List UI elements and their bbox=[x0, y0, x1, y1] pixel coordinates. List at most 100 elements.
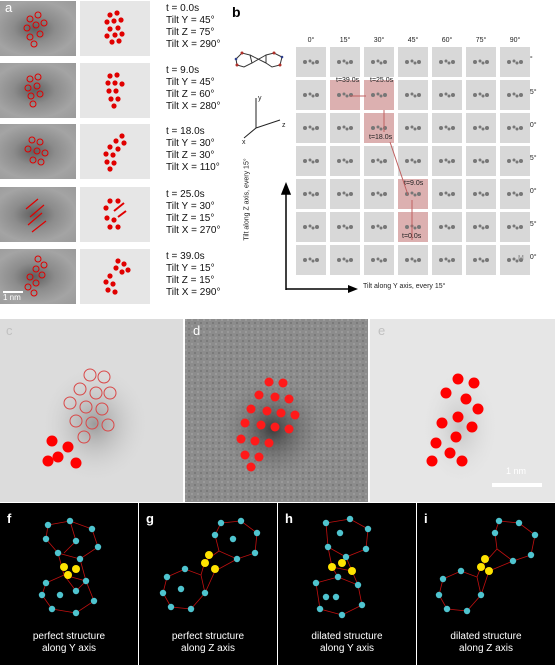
tilt-tile bbox=[330, 179, 360, 209]
tilt-tile bbox=[500, 113, 530, 143]
tilt-tile bbox=[500, 80, 530, 110]
tile-molecule bbox=[473, 224, 489, 230]
tile-molecule bbox=[405, 224, 421, 230]
axes-3d-icon bbox=[243, 98, 281, 139]
tilt-tile bbox=[398, 113, 428, 143]
caption-line: along Z axis bbox=[181, 643, 235, 654]
tilt-y-axis-label: Tilt along Y axis, every 15° bbox=[363, 283, 446, 290]
panel-c: c bbox=[0, 319, 183, 502]
tile-molecule bbox=[439, 92, 455, 98]
tilt-info: t = 25.0s Tilt Y = 30° Tilt Z = 15° Tilt… bbox=[166, 189, 221, 237]
panel-g: g perfect structure along Z axis bbox=[139, 503, 277, 665]
caption-line: along Y axis bbox=[41, 643, 97, 654]
row-label: 60° bbox=[526, 188, 537, 195]
tile-molecule bbox=[303, 191, 319, 197]
tilt-tile bbox=[466, 245, 496, 275]
caption: perfect structure along Y axis bbox=[4, 631, 134, 655]
timestamp-label: t=9.0s bbox=[404, 180, 424, 187]
tile-molecule bbox=[473, 92, 489, 98]
tile-molecule bbox=[337, 191, 353, 197]
tilt-tile bbox=[466, 212, 496, 242]
tile-molecule bbox=[439, 158, 455, 164]
caption: dilated structure along Y axis bbox=[282, 631, 412, 655]
panel-a-row: t = 25.0s Tilt Y = 30° Tilt Z = 15° Tilt… bbox=[0, 187, 250, 242]
tilt-info: t = 39.0s Tilt Y = 15° Tilt Z = 15° Tilt… bbox=[166, 251, 221, 299]
tilt-tile bbox=[296, 212, 326, 242]
tilt-tile bbox=[364, 179, 394, 209]
row-label: 15° bbox=[526, 89, 537, 96]
caption-line: along Y axis bbox=[319, 643, 375, 654]
tile-molecule bbox=[439, 191, 455, 197]
tilt-tile bbox=[330, 113, 360, 143]
panel-a-row: t = 9.0s Tilt Y = 45° Tilt Z = 60° Tilt … bbox=[0, 63, 250, 118]
tile-molecule bbox=[507, 92, 523, 98]
tilt-tile bbox=[364, 245, 394, 275]
tile-molecule bbox=[371, 257, 387, 263]
panel-a-row: t = 18.0s Tilt Y = 30° Tilt Z = 30° Tilt… bbox=[0, 124, 250, 179]
tile-molecule bbox=[371, 92, 387, 98]
tem-image bbox=[0, 187, 76, 242]
simulated-image bbox=[80, 249, 150, 304]
tilt-tile bbox=[398, 245, 428, 275]
caption-line: dilated structure bbox=[450, 631, 522, 642]
tilt-y-label: Tilt Y = 30° bbox=[166, 138, 215, 149]
tile-molecule bbox=[405, 92, 421, 98]
col-label: 15° bbox=[339, 37, 351, 44]
tilt-tile bbox=[500, 212, 530, 242]
panel-label-f: f bbox=[7, 511, 12, 526]
tilt-tile bbox=[296, 179, 326, 209]
tile-molecule bbox=[303, 257, 319, 263]
panel-label-a: a bbox=[5, 0, 13, 15]
tilt-tile bbox=[466, 179, 496, 209]
panel-a-row: 1 nm t = 39.0s Tilt Y = 15° Tilt Z = 15°… bbox=[0, 249, 250, 304]
tile-molecule bbox=[439, 125, 455, 131]
tile-molecule bbox=[337, 257, 353, 263]
tilt-tile bbox=[296, 245, 326, 275]
tilt-x-label: Tilt X = 280° bbox=[166, 101, 221, 112]
structure-model bbox=[159, 517, 261, 613]
tem-image bbox=[0, 63, 76, 118]
row-label: 75° bbox=[526, 221, 537, 228]
tile-molecule bbox=[371, 125, 387, 131]
x-arrowhead bbox=[348, 285, 358, 293]
col-label: 0° bbox=[307, 37, 315, 44]
tilt-tile bbox=[364, 146, 394, 176]
panel-a-row: t = 0.0s Tilt Y = 45° Tilt Z = 75° Tilt … bbox=[0, 1, 250, 56]
tile-molecule bbox=[439, 257, 455, 263]
tile-molecule bbox=[371, 191, 387, 197]
tile-molecule bbox=[507, 59, 523, 65]
tilt-tile bbox=[330, 245, 360, 275]
tilt-tile bbox=[432, 80, 462, 110]
tilt-tile bbox=[432, 212, 462, 242]
tile-molecule bbox=[337, 224, 353, 230]
caption-line: perfect structure bbox=[171, 631, 245, 642]
timestamp-label: t=25.0s bbox=[370, 77, 394, 84]
tile-molecule bbox=[473, 125, 489, 131]
panel-d: d bbox=[185, 319, 368, 502]
tilt-tile bbox=[500, 245, 530, 275]
tilt-axes-arrows bbox=[280, 181, 348, 290]
panel-i: i dilated structure along Z axis bbox=[417, 503, 555, 665]
tem-image bbox=[0, 1, 76, 56]
tile-molecule bbox=[405, 59, 421, 65]
row-label: 45° bbox=[526, 155, 537, 162]
tilt-tile bbox=[296, 146, 326, 176]
tilt-tile bbox=[432, 146, 462, 176]
tilt-tile bbox=[398, 80, 428, 110]
tile-molecule bbox=[405, 191, 421, 197]
tilt-tile bbox=[432, 47, 462, 77]
tilt-y-label: Tilt Y = 30° bbox=[166, 201, 215, 212]
tilt-tile bbox=[466, 113, 496, 143]
caption-line: along Z axis bbox=[459, 643, 513, 654]
tilt-tile bbox=[364, 212, 394, 242]
scale-bar-line bbox=[492, 483, 542, 487]
tilt-tile bbox=[330, 80, 360, 110]
tile-molecule bbox=[337, 59, 353, 65]
tile-molecule bbox=[507, 158, 523, 164]
tile-molecule bbox=[405, 257, 421, 263]
col-label: 90° bbox=[509, 37, 521, 44]
tilt-x-label: Tilt X = 290° bbox=[166, 39, 221, 50]
tile-molecule bbox=[405, 158, 421, 164]
axis-x-label: x bbox=[242, 139, 246, 146]
tilt-info: t = 9.0s Tilt Y = 45° Tilt Z = 60° Tilt … bbox=[166, 65, 221, 113]
